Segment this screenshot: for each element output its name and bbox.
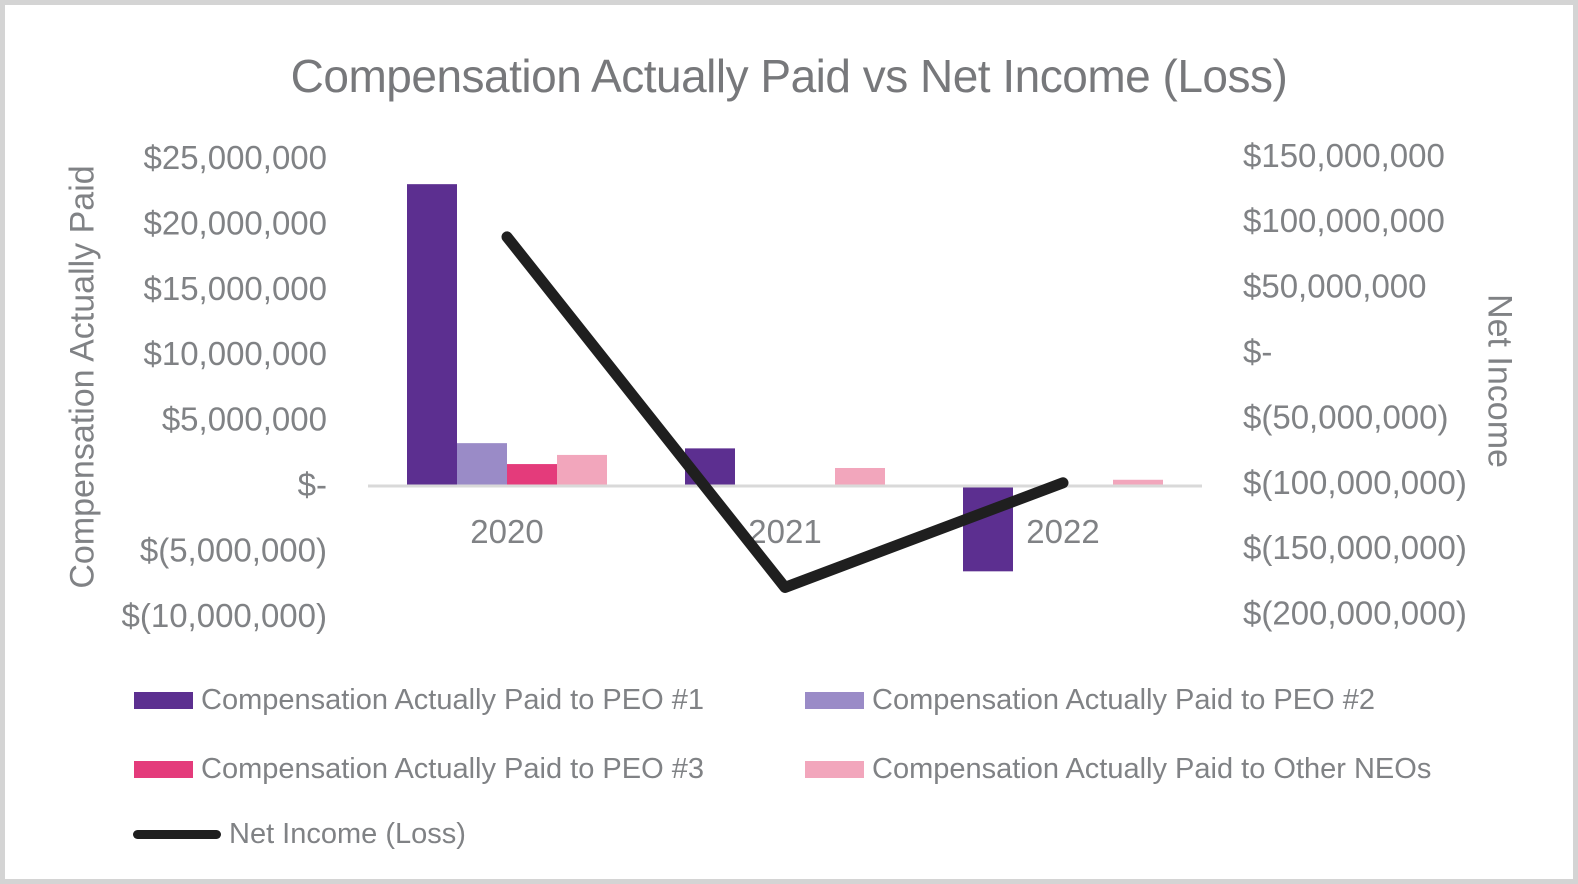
legend-label-peo1: Compensation Actually Paid to PEO #1	[201, 683, 704, 716]
legend-item-neos: Compensation Actually Paid to Other NEOs	[805, 751, 1431, 787]
legend-label-neos: Compensation Actually Paid to Other NEOs	[872, 752, 1432, 785]
legend-swatch-peo3	[134, 760, 193, 778]
right-axis-tick: $-	[1243, 333, 1272, 370]
legend-line-swatch-net-income	[133, 829, 221, 839]
bar-series1-2022	[963, 485, 1013, 572]
legend-row-3: Net Income (Loss)	[5, 816, 1573, 852]
bar-series4-2021	[835, 467, 885, 485]
legend-label-peo3: Compensation Actually Paid to PEO #3	[201, 752, 704, 785]
left-axis-tick: $15,000,000	[143, 270, 327, 307]
legend-swatch-peo2	[805, 691, 864, 709]
left-axis-tick: $10,000,000	[143, 335, 327, 372]
bar-series1-2020	[407, 184, 457, 485]
legend-item-peo1: Compensation Actually Paid to PEO #1	[134, 682, 704, 718]
legend-item-peo3: Compensation Actually Paid to PEO #3	[134, 751, 704, 787]
legend-swatch-neos	[805, 760, 864, 778]
bar-series4-2020	[557, 454, 607, 485]
right-axis-tick: $100,000,000	[1243, 202, 1445, 239]
legend-swatch-peo1	[134, 691, 193, 709]
left-axis-tick: $25,000,000	[143, 139, 327, 176]
bar-series3-2020	[507, 464, 557, 485]
left-axis-tick: $5,000,000	[162, 401, 327, 438]
category-label: 2022	[1026, 513, 1099, 550]
right-axis-tick: $(200,000,000)	[1243, 595, 1467, 632]
right-axis-tick: $(150,000,000)	[1243, 529, 1467, 566]
right-axis-tick: $150,000,000	[1243, 137, 1445, 174]
bar-series4-2022	[1113, 479, 1163, 485]
legend-item-net-income: Net Income (Loss)	[133, 816, 466, 852]
legend-label-peo2: Compensation Actually Paid to PEO #2	[872, 683, 1375, 716]
bar-series2-2020	[457, 443, 507, 485]
left-axis-tick: $20,000,000	[143, 204, 327, 241]
category-label: 2021	[748, 513, 821, 550]
plot-area: $25,000,000 $20,000,000 $15,000,000 $10,000…	[122, 137, 1467, 634]
right-axis-tick: $50,000,000	[1243, 268, 1427, 305]
right-axis-tick: $(100,000,000)	[1243, 464, 1467, 501]
chart-title: Compensation Actually Paid vs Net Income…	[290, 50, 1288, 102]
left-axis-tick: $(10,000,000)	[122, 597, 328, 634]
legend-row-1: Compensation Actually Paid to PEO #1 Com…	[5, 682, 1573, 718]
right-axis-tick: $(50,000,000)	[1243, 398, 1449, 435]
left-axis-tick: $-	[298, 466, 327, 503]
category-label: 2020	[470, 513, 543, 550]
net-income-line	[501, 231, 1069, 593]
legend-label-net-income: Net Income (Loss)	[229, 817, 466, 850]
legend-row-2: Compensation Actually Paid to PEO #3 Com…	[5, 751, 1573, 787]
legend-item-peo2: Compensation Actually Paid to PEO #2	[805, 682, 1375, 718]
left-axis-tick: $(5,000,000)	[140, 531, 327, 568]
